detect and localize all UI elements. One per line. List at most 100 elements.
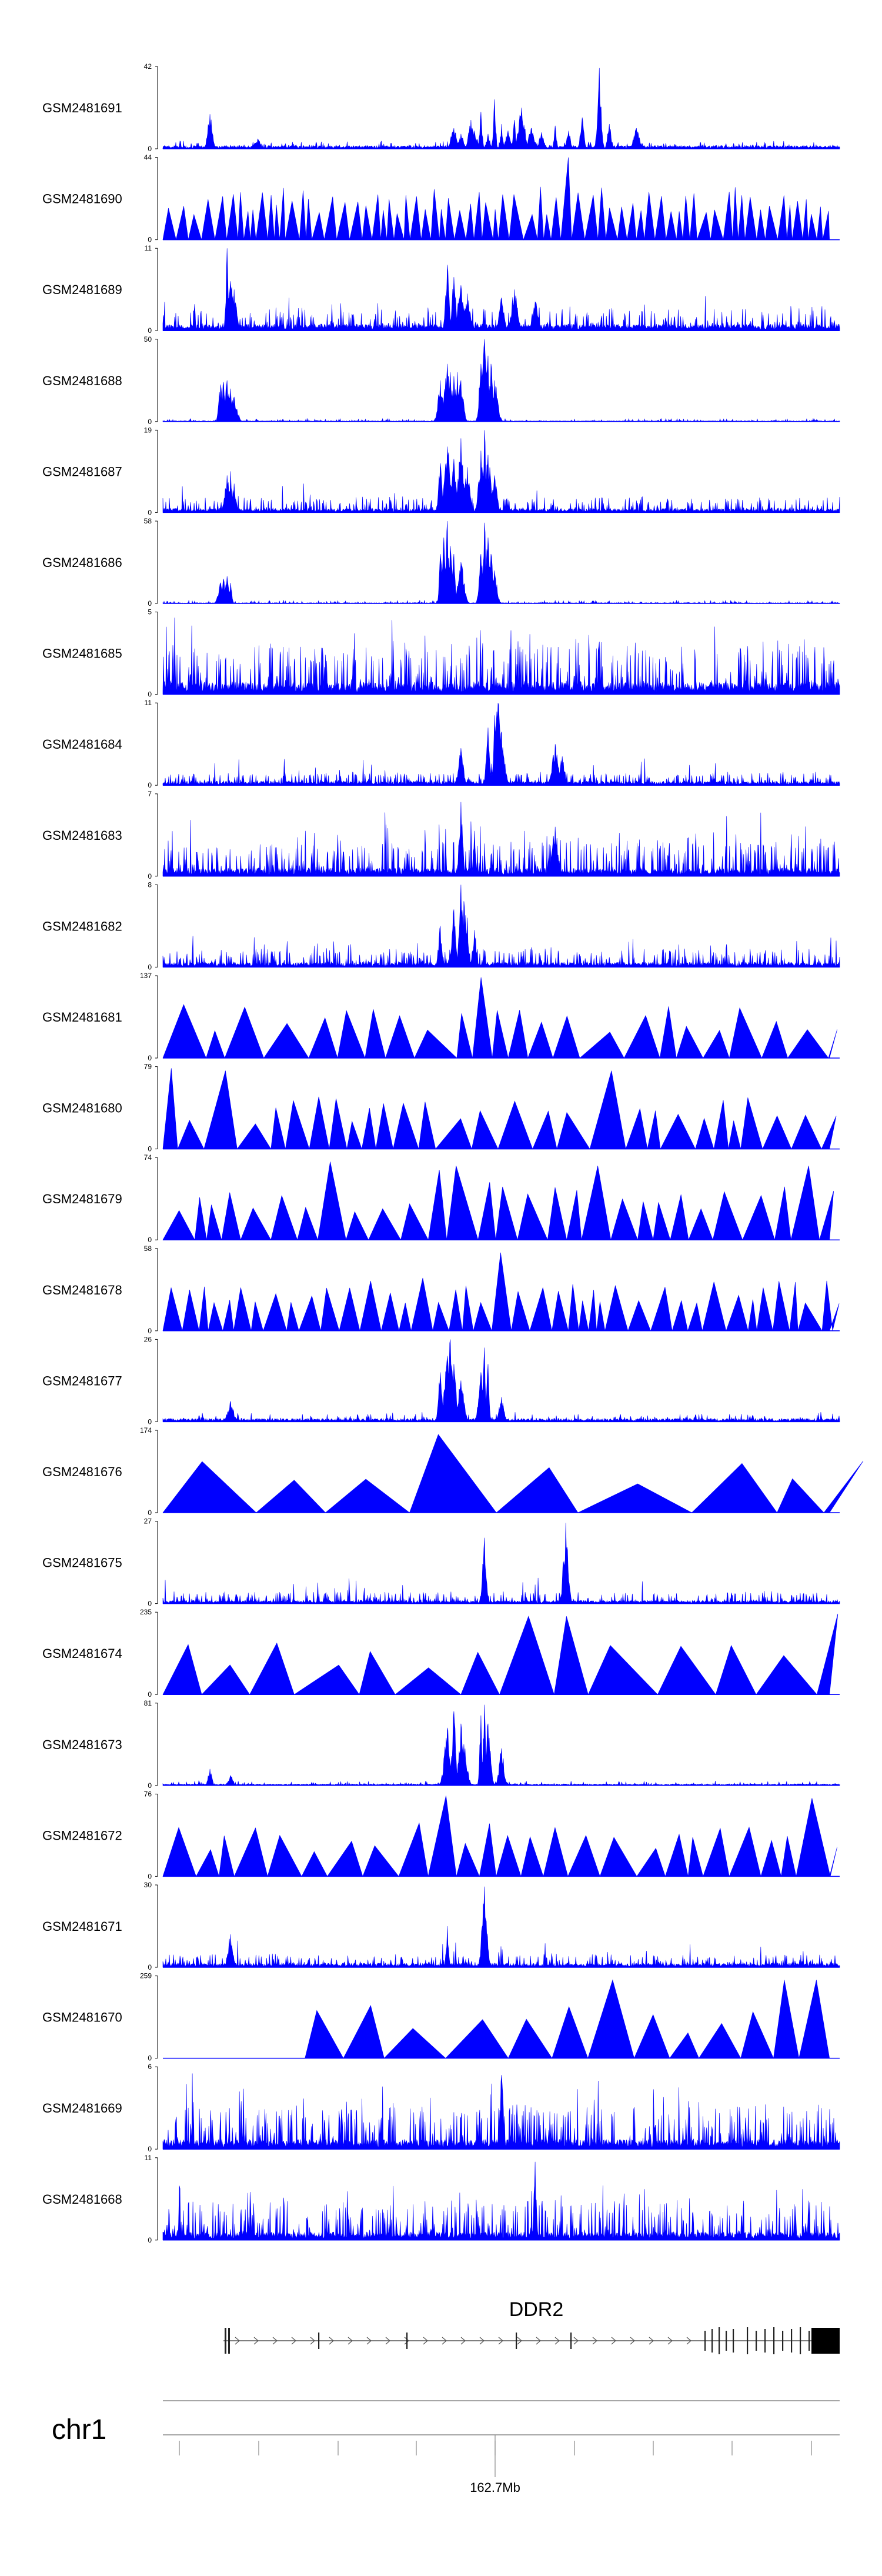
strand-arrow (291, 2337, 296, 2345)
coverage-area (162, 1068, 837, 1150)
track-label: GSM2481688 (42, 373, 122, 388)
y-max-label: 259 (140, 1972, 152, 1980)
gene-model (223, 2327, 840, 2354)
y-max-label: 76 (144, 1790, 152, 1798)
track-label: GSM2481690 (42, 192, 122, 206)
y-min-label: 0 (148, 1054, 152, 1062)
strand-arrow (348, 2337, 353, 2345)
y-min-label: 0 (148, 1327, 152, 1335)
coverage-area (162, 618, 840, 695)
track-GSM2481684: GSM2481684 11 0 (42, 699, 840, 789)
strand-arrow (592, 2337, 597, 2345)
strand-arrow (498, 2337, 503, 2345)
chromosome-axis: chr1 162.7Mb (52, 2400, 840, 2495)
track-GSM2481677: GSM2481677 26 0 (42, 1335, 840, 1426)
y-min-label: 0 (148, 963, 152, 971)
track-label: GSM2481669 (42, 2101, 122, 2115)
coverage-area (162, 1252, 840, 1332)
y-min-label: 0 (148, 236, 152, 244)
y-max-label: 7 (148, 790, 152, 798)
coverage-area (162, 1434, 864, 1513)
y-min-label: 0 (148, 145, 152, 153)
strand-arrow (329, 2337, 334, 2345)
track-GSM2481691: GSM2481691 42 0 (42, 62, 840, 153)
gene-exon (711, 2329, 713, 2353)
y-max-label: 74 (144, 1153, 152, 1162)
track-label: GSM2481683 (42, 828, 122, 843)
track-GSM2481681: GSM2481681 137 0 (42, 972, 840, 1062)
track-GSM2481674: GSM2481674 235 0 (42, 1608, 840, 1699)
track-label: GSM2481677 (42, 1373, 122, 1388)
track-label: GSM2481682 (42, 919, 122, 933)
coverage-area (162, 2073, 840, 2150)
y-max-label: 58 (144, 517, 152, 525)
y-max-label: 6 (148, 2063, 152, 2071)
coverage-area (162, 1886, 840, 1968)
y-max-label: 27 (144, 1517, 152, 1526)
coverage-area (162, 339, 840, 422)
track-GSM2481679: GSM2481679 74 0 (42, 1153, 840, 1244)
y-min-label: 0 (148, 508, 152, 516)
track-label: GSM2481673 (42, 1737, 122, 1752)
track-label: GSM2481680 (42, 1101, 122, 1116)
track-label: GSM2481668 (42, 2192, 122, 2207)
coverage-area (162, 802, 840, 877)
track-label: GSM2481675 (42, 1556, 122, 1570)
y-min-label: 0 (148, 326, 152, 335)
track-GSM2481678: GSM2481678 58 0 (42, 1244, 840, 1335)
strand-arrow (423, 2337, 428, 2345)
track-label: GSM2481687 (42, 464, 122, 479)
y-min-label: 0 (148, 1509, 152, 1517)
strand-arrow (404, 2337, 409, 2345)
y-min-label: 0 (148, 872, 152, 880)
track-GSM2481668: GSM2481668 11 0 (42, 2154, 840, 2244)
gene-exon (719, 2327, 720, 2354)
gene-label: DDR2 (509, 2298, 564, 2321)
y-max-label: 174 (140, 1426, 152, 1434)
gene-exon (773, 2327, 775, 2354)
y-max-label: 26 (144, 1335, 152, 1343)
axis-tick-label: 162.7Mb (470, 2480, 520, 2495)
y-max-label: 8 (148, 880, 152, 889)
strand-arrow (630, 2337, 635, 2345)
track-GSM2481673: GSM2481673 81 0 (42, 1699, 840, 1790)
y-max-label: 137 (140, 972, 152, 980)
coverage-tracks: GSM2481691420GSM2481690440GSM2481689110G… (42, 62, 864, 2244)
coverage-area (162, 1704, 840, 1786)
coverage-area (162, 430, 840, 513)
y-min-label: 0 (148, 599, 152, 608)
gene-exon (791, 2329, 793, 2353)
track-label: GSM2481691 (42, 101, 122, 115)
gene-exon (516, 2333, 517, 2349)
strand-arrow (479, 2337, 485, 2345)
strand-arrow (517, 2337, 522, 2345)
track-label: GSM2481685 (42, 646, 122, 661)
track-label: GSM2481674 (42, 1646, 122, 1661)
track-GSM2481676: GSM2481676 174 0 (42, 1426, 864, 1517)
strand-arrow (611, 2337, 616, 2345)
track-GSM2481669: GSM2481669 6 0 (42, 2063, 840, 2153)
y-min-label: 0 (148, 1963, 152, 1971)
strand-arrow (310, 2337, 315, 2345)
track-GSM2481686: GSM2481686 58 0 (42, 517, 840, 608)
y-min-label: 0 (148, 1690, 152, 1699)
gene-exon (318, 2333, 320, 2349)
strand-arrow (649, 2337, 654, 2345)
strand-arrow (686, 2337, 691, 2345)
y-max-label: 42 (144, 62, 152, 71)
track-GSM2481672: GSM2481672 76 0 (42, 1790, 840, 1880)
y-min-label: 0 (148, 1417, 152, 1426)
coverage-area (162, 1613, 838, 1696)
coverage-area (162, 2161, 840, 2241)
y-min-label: 0 (148, 1236, 152, 1244)
y-max-label: 50 (144, 335, 152, 343)
strand-arrow (460, 2337, 466, 2345)
coverage-area (162, 157, 830, 241)
y-max-label: 58 (144, 1244, 152, 1253)
strand-arrow (253, 2337, 259, 2345)
y-max-label: 30 (144, 1881, 152, 1889)
track-GSM2481690: GSM2481690 44 0 (42, 154, 840, 244)
strand-arrow (554, 2337, 560, 2345)
gene-exon-last (811, 2328, 840, 2354)
